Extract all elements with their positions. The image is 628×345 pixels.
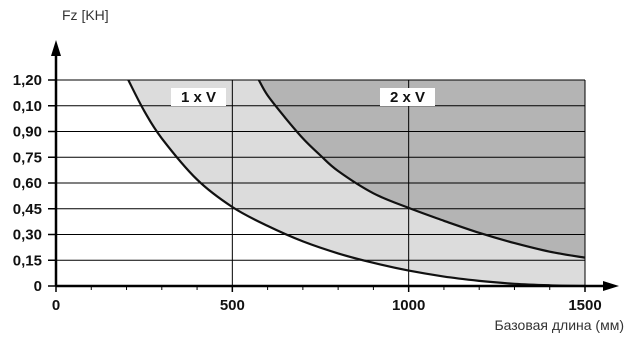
y-tick-label: 0 xyxy=(34,278,42,295)
y-tick-label: 0,60 xyxy=(13,175,42,192)
y-tick-label: 0,15 xyxy=(13,252,42,269)
region-label: 2 x V xyxy=(390,89,425,106)
region-labels: 1 x V 2 x V xyxy=(171,88,435,106)
boundary-curves xyxy=(127,79,586,288)
y-tick-label: 0,30 xyxy=(13,227,42,244)
x-axis-arrow xyxy=(603,281,619,291)
x-axis-label: Базовая длина (мм) xyxy=(494,317,624,333)
y-tick-label: 0,90 xyxy=(13,124,42,141)
region-fill-2 xyxy=(258,80,585,258)
x-tick-label: 1000 xyxy=(392,297,425,314)
y-tick-label: 0,45 xyxy=(13,201,42,218)
y-tick-label: 1,20 xyxy=(13,72,42,89)
grid-lines xyxy=(56,79,586,286)
y-tick-label: 0,75 xyxy=(13,149,42,166)
y-axis-label: Fz [KH] xyxy=(62,7,109,23)
x-tick-label: 500 xyxy=(220,297,245,314)
y-axis-arrow xyxy=(51,40,61,56)
boundary-curve-2 xyxy=(257,79,586,259)
boundary-curve-1 xyxy=(127,79,586,288)
region-label-box xyxy=(380,88,435,106)
x-tick-label: 0 xyxy=(52,297,60,314)
region-label-box xyxy=(171,88,226,106)
axes xyxy=(48,40,619,292)
x-tick-label: 1500 xyxy=(568,297,601,314)
region-label: 1 x V xyxy=(181,89,216,106)
tick-labels: 0 0,15 0,30 0,45 0,60 0,75 0,90 0,10 1,20 0 500 100… xyxy=(13,72,602,314)
y-tick-label: 0,10 xyxy=(13,98,42,115)
